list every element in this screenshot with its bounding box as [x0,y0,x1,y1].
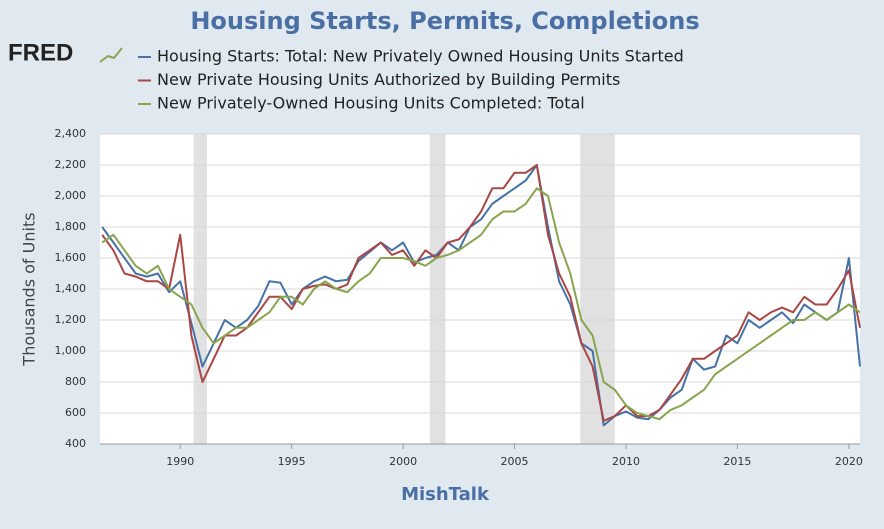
x-axis-label: MishTalk [401,484,490,505]
x-tick-label: 2005 [501,455,529,468]
y-tick-label: 2,400 [55,127,87,140]
y-tick-label: 1,800 [55,220,87,233]
y-tick-label: 2,000 [55,189,87,202]
legend-label: New Private Housing Units Authorized by … [157,70,620,89]
series-line [101,164,861,422]
y-tick-label: 1,600 [55,251,87,264]
x-tick-label: 2020 [835,455,863,468]
x-tick-label: 1990 [166,455,194,468]
y-tick-label: 2,200 [55,158,87,171]
y-tick-label: 1,000 [55,344,87,357]
logo-icon [99,47,123,63]
y-tick-label: 600 [65,406,86,419]
x-tick-label: 2010 [612,455,640,468]
legend-label: Housing Starts: Total: New Privately Own… [157,47,684,66]
x-tick-label: 1995 [278,455,306,468]
x-tick-label: 2000 [389,455,417,468]
x-tick-label: 2015 [723,455,751,468]
logo: FRED [8,39,73,66]
y-tick-label: 800 [65,375,86,388]
y-tick-label: 400 [65,437,86,450]
series-line [101,164,861,427]
series-line [101,187,861,421]
y-tick-label: 1,400 [55,282,87,295]
chart-title: Housing Starts, Permits, Completions [190,7,699,35]
y-tick-label: 1,200 [55,313,87,326]
legend-label: New Privately-Owned Housing Units Comple… [157,94,585,113]
y-axis-label: Thousands of Units [20,212,39,366]
